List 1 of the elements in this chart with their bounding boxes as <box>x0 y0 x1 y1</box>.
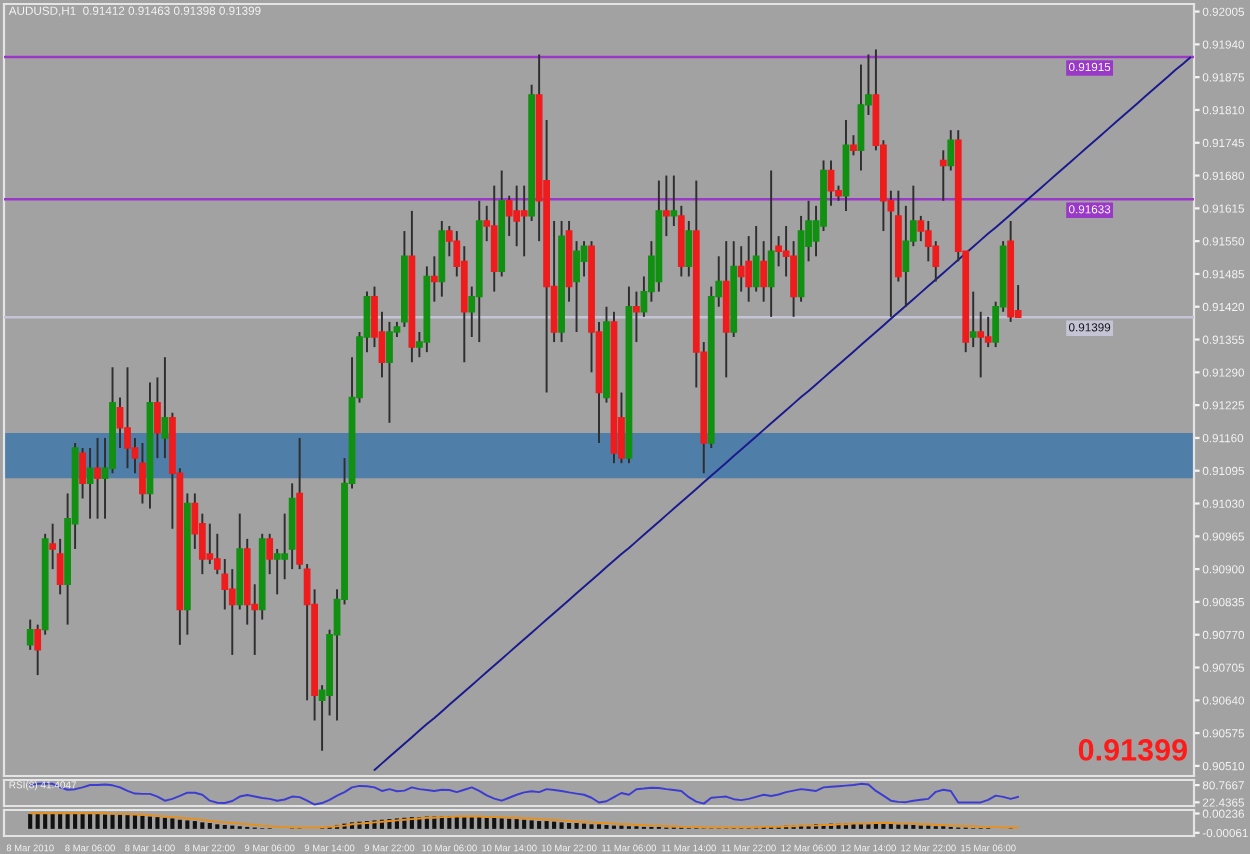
annotation: 0.91399 <box>1078 739 1187 761</box>
